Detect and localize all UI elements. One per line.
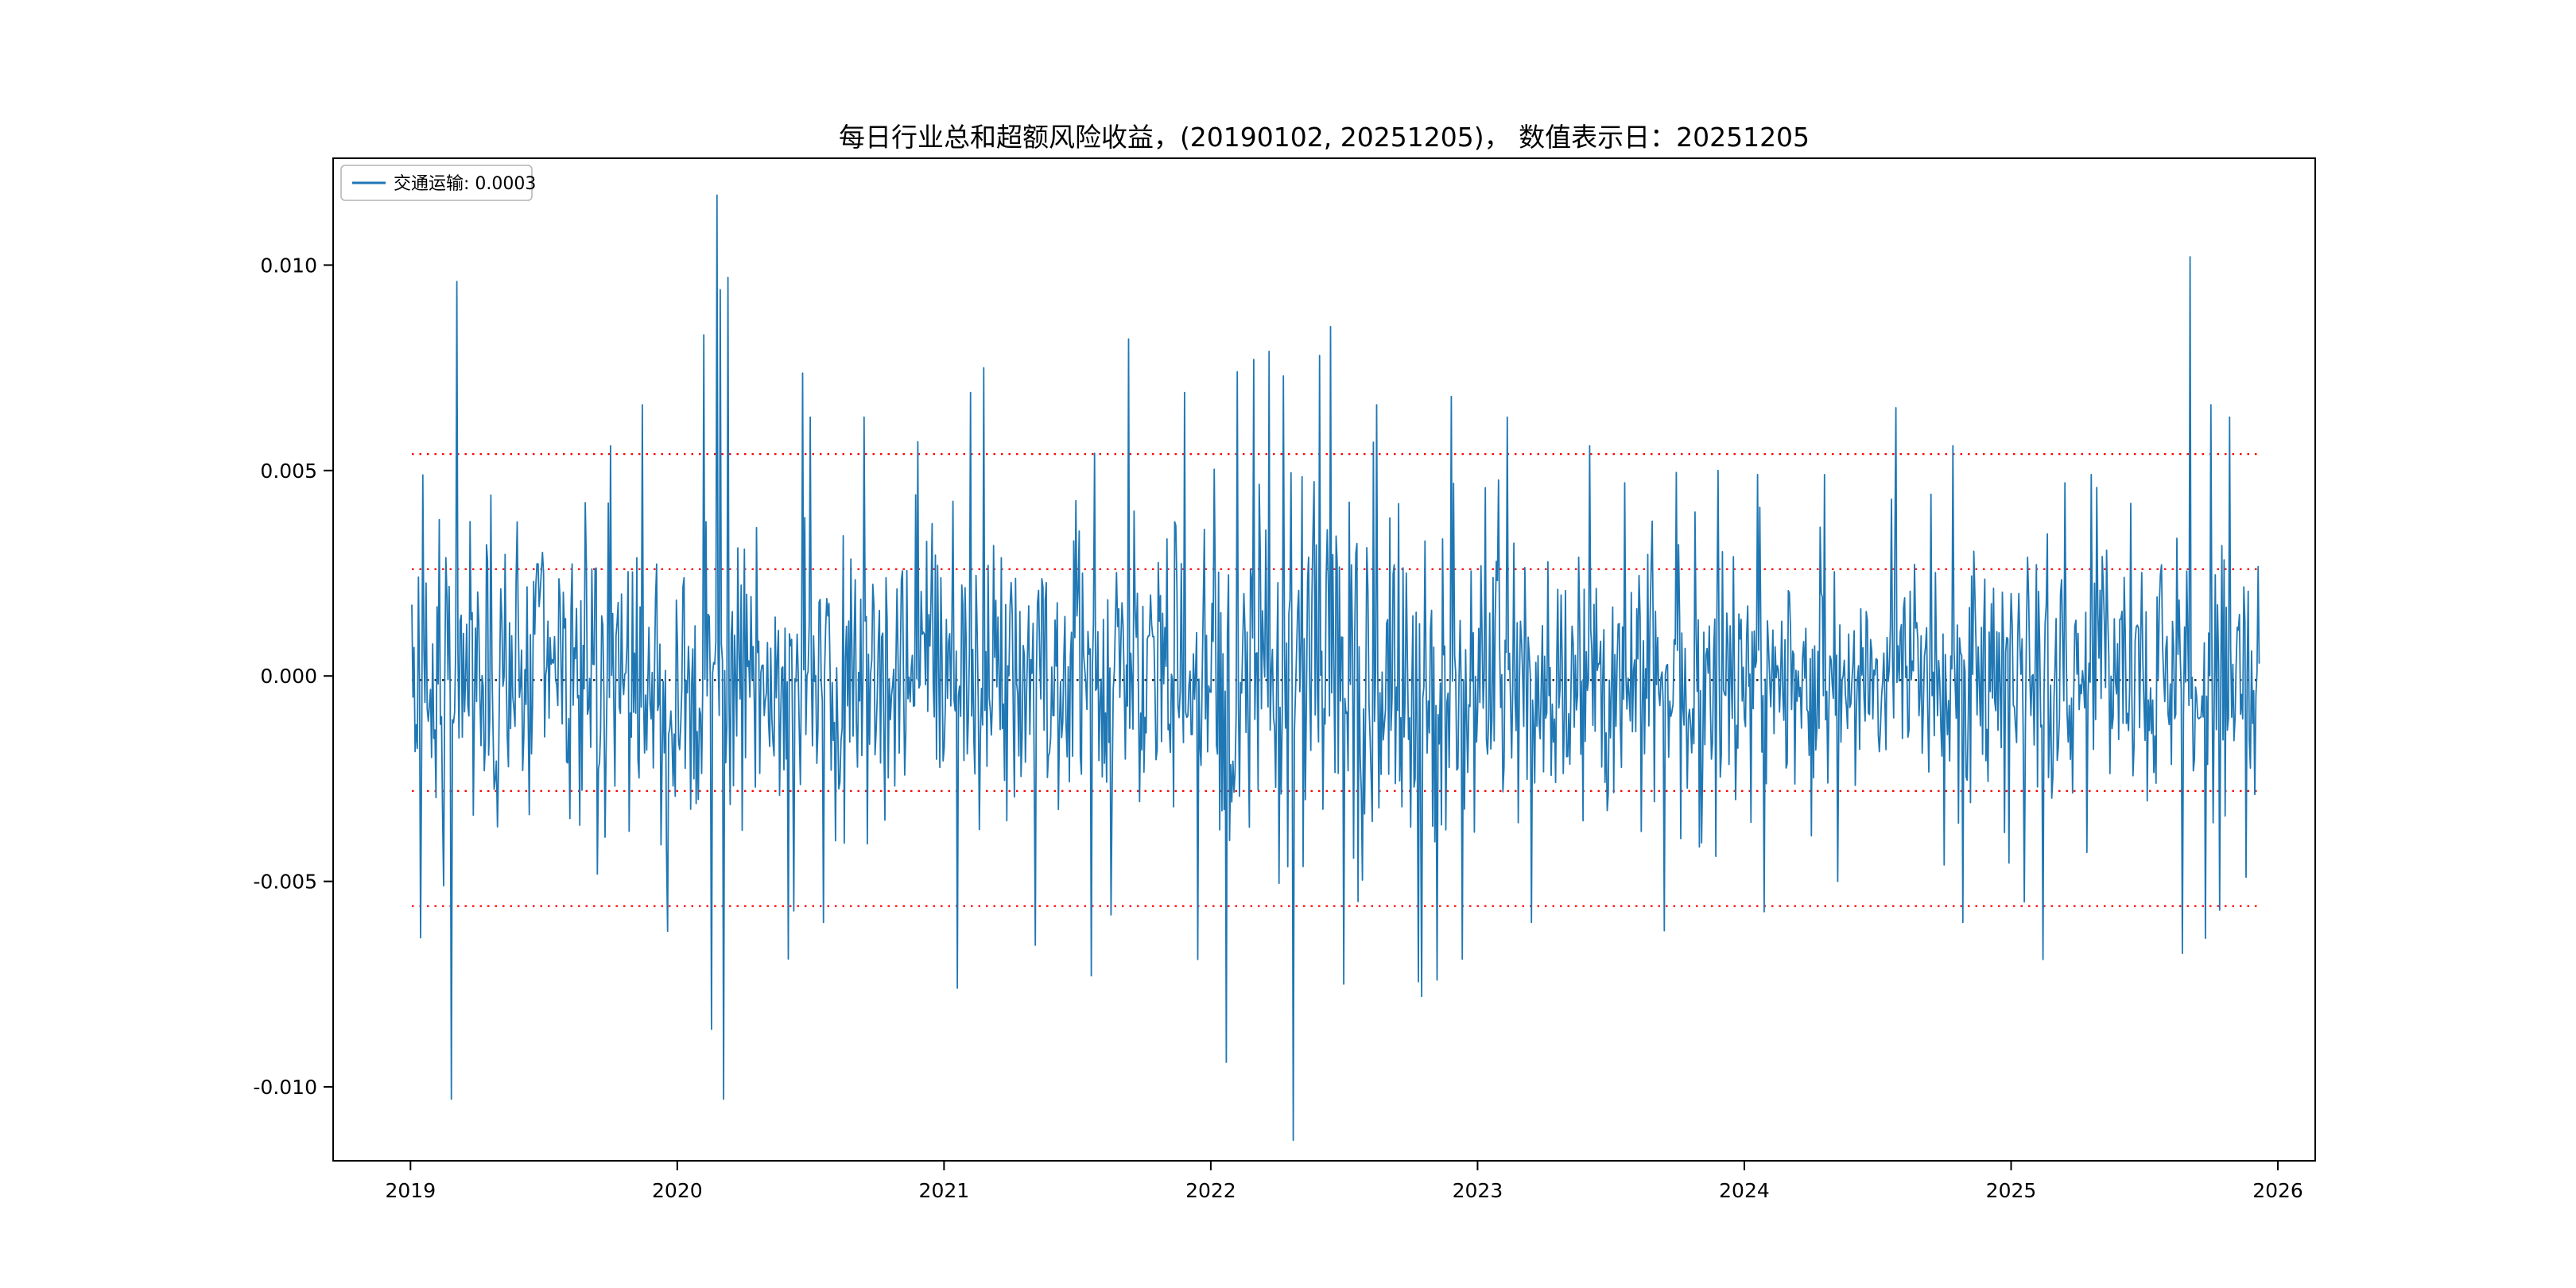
y-tick-label: 0.000 — [260, 665, 317, 688]
y-tick-label: -0.010 — [253, 1076, 317, 1099]
x-tick-label: 2019 — [385, 1179, 436, 1202]
x-tick-label: 2026 — [2252, 1179, 2303, 1202]
y-tick-label: 0.005 — [260, 460, 317, 483]
x-tick-label: 2025 — [1986, 1179, 2037, 1202]
y-tick-label: 0.010 — [260, 254, 317, 277]
y-tick-label: -0.005 — [253, 871, 317, 894]
x-tick-label: 2022 — [1185, 1179, 1236, 1202]
chart-title: 每日行业总和超额风险收益，(20190102, 20251205)， 数值表示日… — [838, 122, 1810, 153]
x-tick-label: 2020 — [652, 1179, 703, 1202]
legend-label: 交通运输: 0.0003 — [394, 174, 536, 194]
axes-frame — [332, 157, 2316, 1162]
series-line — [411, 194, 2260, 1142]
x-tick-label: 2021 — [919, 1179, 970, 1202]
x-tick-label: 2024 — [1719, 1179, 1770, 1202]
legend-box — [340, 165, 533, 201]
x-tick-label: 2023 — [1453, 1179, 1503, 1202]
